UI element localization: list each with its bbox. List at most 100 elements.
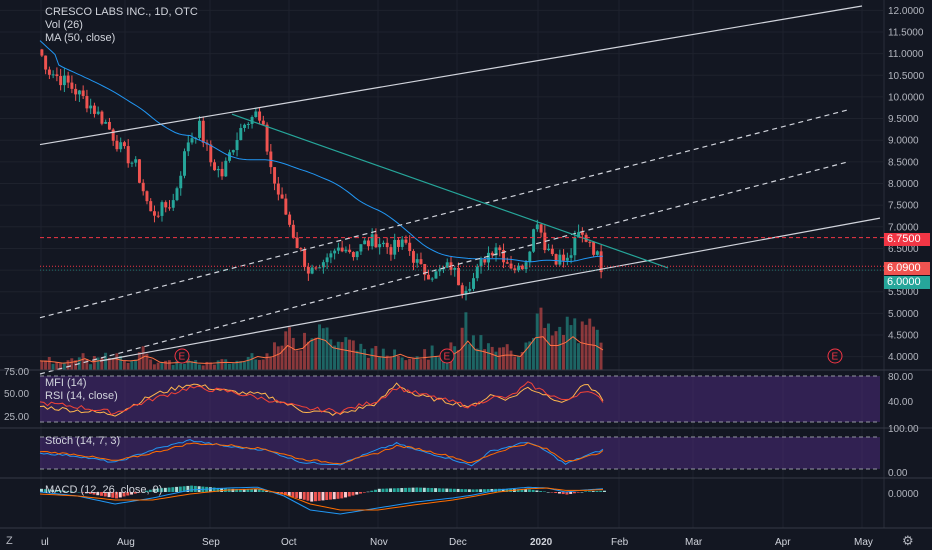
macd-histogram-bar: [163, 487, 167, 492]
volume-bar: [284, 331, 288, 370]
volume-bar: [100, 357, 104, 370]
macd-histogram-bar: [253, 489, 257, 492]
volume-bar: [325, 327, 329, 370]
mfi-tick-label: 50.00: [4, 389, 29, 400]
candle-body: [134, 159, 138, 163]
macd-histogram-bar: [148, 489, 152, 492]
macd-histogram-bar: [329, 492, 332, 500]
candle-body: [318, 267, 322, 269]
stoch-tick-label: 0.00: [888, 468, 908, 479]
volume-bar: [351, 340, 355, 370]
candle-body: [419, 259, 423, 265]
candle-body: [220, 168, 224, 177]
volume-bar: [141, 346, 145, 370]
macd-label[interactable]: MACD (12, 26, close, 9): [45, 484, 163, 496]
stoch-label[interactable]: Stoch (14, 7, 3): [45, 435, 121, 447]
volume-bar: [501, 347, 505, 370]
candle-body: [520, 265, 524, 270]
macd-histogram-bar: [505, 488, 509, 492]
volume-bar: [389, 357, 393, 370]
macd-histogram-bar: [111, 492, 115, 498]
volume-bar: [344, 337, 348, 370]
macd-histogram-bar: [482, 489, 486, 492]
macd-histogram-bar: [107, 492, 111, 498]
volume-bar: [261, 359, 265, 370]
volume-bar: [246, 356, 250, 370]
candle-body: [404, 239, 408, 243]
macd-histogram-bar: [70, 491, 73, 492]
candle-body: [580, 232, 584, 235]
candle-body: [258, 111, 262, 121]
volume-bar: [528, 341, 532, 370]
candle-body: [62, 75, 66, 86]
macd-histogram-bar: [317, 492, 321, 501]
earnings-marker: [827, 348, 843, 364]
candle-body: [445, 262, 449, 268]
candle-body: [243, 124, 247, 128]
macd-histogram-bar: [310, 492, 314, 502]
x-axis-label: Dec: [449, 537, 467, 548]
symbol-legend[interactable]: CRESCO LABS INC., 1D, OTC Vol (26) MA (5…: [45, 6, 198, 45]
volume-bar: [269, 357, 273, 370]
macd-histogram-bar: [501, 488, 505, 492]
candle-body: [55, 74, 59, 77]
price-tag-resistance: 6.7500: [884, 233, 930, 246]
macd-histogram-bar: [55, 490, 58, 492]
macd-histogram-bar: [77, 492, 81, 493]
candle-body: [550, 248, 554, 255]
macd-histogram-bar: [287, 492, 291, 497]
mfi-rsi-legend[interactable]: MFI (14) RSI (14, close): [45, 377, 118, 403]
channel-mid-line-1: [39, 109, 849, 319]
volume-bar: [329, 339, 333, 370]
channel-upper-line: [39, 5, 863, 146]
candle-body: [235, 140, 239, 151]
volume-bar: [404, 360, 408, 370]
candle-body: [81, 90, 85, 96]
channel-lower-line: [99, 217, 881, 362]
volume-bar: [242, 361, 246, 370]
macd-histogram-bar: [426, 487, 430, 492]
volume-bar: [423, 349, 427, 370]
volume-bar: [550, 335, 554, 370]
timezone-z-button[interactable]: Z: [6, 535, 13, 547]
macd-histogram-bar: [572, 492, 576, 494]
volume-bar: [558, 326, 562, 370]
candle-body: [389, 247, 393, 255]
x-axis-label: Aug: [117, 537, 135, 548]
volume-bar: [400, 357, 404, 370]
candle-body: [273, 167, 277, 184]
candle-body: [179, 175, 183, 189]
macd-histogram-bar: [344, 492, 347, 498]
macd-histogram-bar: [175, 486, 179, 492]
candle-body: [325, 257, 329, 263]
volume-bar: [134, 359, 138, 370]
volume-bar: [475, 348, 479, 370]
candle-body: [137, 159, 141, 183]
macd-histogram-bar: [47, 489, 51, 492]
macd-histogram-bar: [58, 490, 62, 492]
volume-bar: [426, 359, 430, 370]
y-tick-label: 10.0000: [888, 92, 925, 103]
macd-histogram-bar: [73, 491, 77, 493]
volume-bar: [81, 353, 85, 370]
macd-histogram-bar: [561, 492, 565, 495]
macd-histogram-bar: [250, 489, 254, 492]
rsi-pane-band: [40, 376, 880, 422]
macd-histogram-bar: [66, 491, 70, 492]
candle-body: [329, 253, 333, 258]
volume-bar: [216, 360, 220, 370]
volume-bar: [366, 357, 370, 370]
gear-icon[interactable]: ⚙: [902, 533, 914, 548]
volume-bar: [152, 364, 156, 370]
candle-body: [513, 268, 517, 271]
volume-bar: [419, 359, 423, 370]
candle-body: [310, 267, 314, 274]
candle-body: [374, 234, 378, 248]
volume-bar: [224, 359, 228, 370]
candle-body: [250, 117, 254, 124]
volume-bar: [498, 347, 502, 370]
macd-signal-line: [39, 487, 604, 511]
macd-histogram-bar: [126, 492, 130, 496]
candle-body: [280, 194, 284, 199]
